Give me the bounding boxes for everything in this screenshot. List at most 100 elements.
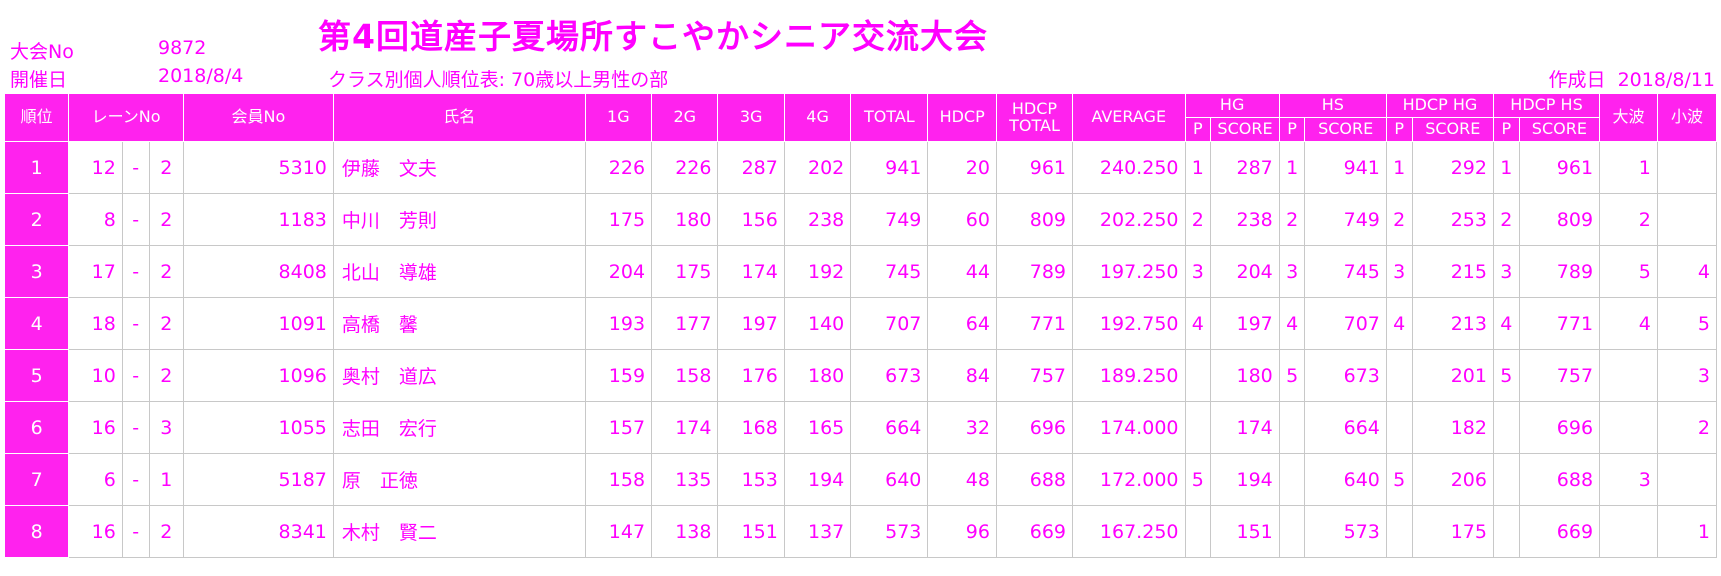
player-name-cell: 中川 芳則 <box>332 193 586 246</box>
header-hs-score: SCORE <box>1304 117 1387 142</box>
lane-dash: - <box>121 505 150 558</box>
header-average: AVERAGE <box>1072 93 1186 142</box>
game3-cell: 197 <box>717 297 785 350</box>
total-cell: 640 <box>850 453 929 506</box>
member-no-cell: 1183 <box>182 193 334 246</box>
header-big-wave: 大波 <box>1599 93 1658 142</box>
game1-cell: 193 <box>584 297 653 350</box>
hdcp-hs-score-cell: 961 <box>1518 141 1601 194</box>
rank-cell: 6 <box>3 401 70 454</box>
lane-cell: 8 <box>68 193 123 246</box>
header-hg-p: P <box>1184 117 1212 142</box>
hs-score-cell: 745 <box>1304 245 1387 298</box>
hg-place-cell: 3 <box>1184 245 1212 298</box>
date-label: 開催日 <box>10 69 68 91</box>
hdcp-hs-score-cell: 809 <box>1518 193 1601 246</box>
hdcp-hg-place-cell <box>1385 349 1413 402</box>
class-subtitle: クラス別個人順位表: 70歳以上男性の部 <box>328 69 669 91</box>
table-row: 5 10-2 1096 奥村 道広 159 158 176 180 673 84 757 189.25… <box>3 349 1718 402</box>
big-wave-cell: 2 <box>1599 193 1658 246</box>
header-hdcp-hs: HDCP HS <box>1492 93 1601 118</box>
hs-score-cell: 640 <box>1304 453 1387 506</box>
total-cell: 707 <box>850 297 929 350</box>
hg-score-cell: 194 <box>1210 453 1280 506</box>
hdcp-hg-place-cell: 3 <box>1385 245 1413 298</box>
total-cell: 745 <box>850 245 929 298</box>
event-date: 2018/8/4 <box>158 65 244 87</box>
hdcp-hs-place-cell <box>1492 505 1520 558</box>
table-row: 6 16-3 1055 志田 宏行 157 174 168 165 664 32 696 174.00… <box>3 401 1718 454</box>
game3-cell: 151 <box>717 505 785 558</box>
hs-place-cell: 3 <box>1278 245 1306 298</box>
small-wave-cell: 5 <box>1656 297 1718 350</box>
hdcp-cell: 84 <box>927 349 997 402</box>
hs-score-cell: 673 <box>1304 349 1387 402</box>
tournament-no: 9872 <box>158 37 207 59</box>
header-name: 氏名 <box>332 93 586 142</box>
header-lane: レーンNo <box>68 93 184 142</box>
lane-sub-cell: 1 <box>148 453 184 506</box>
small-wave-cell: 4 <box>1656 245 1718 298</box>
page-title: 第4回道産子夏場所すこやかシニア交流大会 <box>318 17 988 56</box>
hdcp-cell: 32 <box>927 401 997 454</box>
created-label: 作成日 <box>1548 69 1606 91</box>
header-total: TOTAL <box>850 93 929 142</box>
lane-sub-cell: 2 <box>148 245 184 298</box>
small-wave-cell: 1 <box>1656 505 1718 558</box>
hs-place-cell: 4 <box>1278 297 1306 350</box>
table-row: 7 6-1 5187 原 正徳 158 135 153 194 640 48 688 172.000 5… <box>3 453 1718 506</box>
lane-dash: - <box>121 297 150 350</box>
header-hdcp: HDCP <box>927 93 997 142</box>
lane-cell: 16 <box>68 401 123 454</box>
hdcp-cell: 64 <box>927 297 997 350</box>
game1-cell: 204 <box>584 245 653 298</box>
hs-score-cell: 941 <box>1304 141 1387 194</box>
table-row: 1 12-2 5310 伊藤 文夫 226 226 287 202 941 20 961 240.25… <box>3 141 1718 194</box>
member-no-cell: 5187 <box>182 453 334 506</box>
average-cell: 202.250 <box>1072 193 1186 246</box>
header-hdcp-total-line1: HDCP <box>1011 98 1058 118</box>
game3-cell: 287 <box>717 141 785 194</box>
hs-place-cell <box>1278 401 1306 454</box>
game3-cell: 153 <box>717 453 785 506</box>
game3-cell: 176 <box>717 349 785 402</box>
game2-cell: 177 <box>651 297 719 350</box>
hdcp-hs-place-cell: 1 <box>1492 141 1520 194</box>
game2-cell: 135 <box>651 453 719 506</box>
hdcp-total-cell: 696 <box>995 401 1074 454</box>
lane-cell: 18 <box>68 297 123 350</box>
lane-dash: - <box>121 349 150 402</box>
average-cell: 172.000 <box>1072 453 1186 506</box>
header-hdcp-hs-score: SCORE <box>1518 117 1601 142</box>
hg-place-cell <box>1184 505 1212 558</box>
member-no-cell: 8341 <box>182 505 334 558</box>
hdcp-cell: 44 <box>927 245 997 298</box>
hg-place-cell <box>1184 349 1212 402</box>
header-hg-score: SCORE <box>1210 117 1280 142</box>
player-name-cell: 伊藤 文夫 <box>332 141 586 194</box>
lane-dash: - <box>121 245 150 298</box>
total-cell: 664 <box>850 401 929 454</box>
hs-place-cell <box>1278 505 1306 558</box>
game4-cell: 137 <box>783 505 852 558</box>
rank-cell: 2 <box>3 193 70 246</box>
hdcp-total-cell: 961 <box>995 141 1074 194</box>
member-no-cell: 1055 <box>182 401 334 454</box>
hg-score-cell: 180 <box>1210 349 1280 402</box>
hg-score-cell: 204 <box>1210 245 1280 298</box>
header-hdcp-hs-p: P <box>1492 117 1520 142</box>
player-name-cell: 木村 賢二 <box>332 505 586 558</box>
results-table: 順位 レーンNo 会員No 氏名 1G 2G 3G 4G TOTAL HDCP … <box>3 93 1718 558</box>
header-2g: 2G <box>651 93 719 142</box>
hdcp-hg-score-cell: 175 <box>1411 505 1494 558</box>
average-cell: 240.250 <box>1072 141 1186 194</box>
member-no-cell: 5310 <box>182 141 334 194</box>
hdcp-hs-score-cell: 789 <box>1518 245 1601 298</box>
hg-place-cell: 5 <box>1184 453 1212 506</box>
hdcp-hg-score-cell: 201 <box>1411 349 1494 402</box>
hdcp-hs-place-cell: 4 <box>1492 297 1520 350</box>
small-wave-cell <box>1656 453 1718 506</box>
player-name-cell: 原 正徳 <box>332 453 586 506</box>
average-cell: 189.250 <box>1072 349 1186 402</box>
table-row: 8 16-2 8341 木村 賢二 147 138 151 137 573 96 669 167.25… <box>3 505 1718 558</box>
